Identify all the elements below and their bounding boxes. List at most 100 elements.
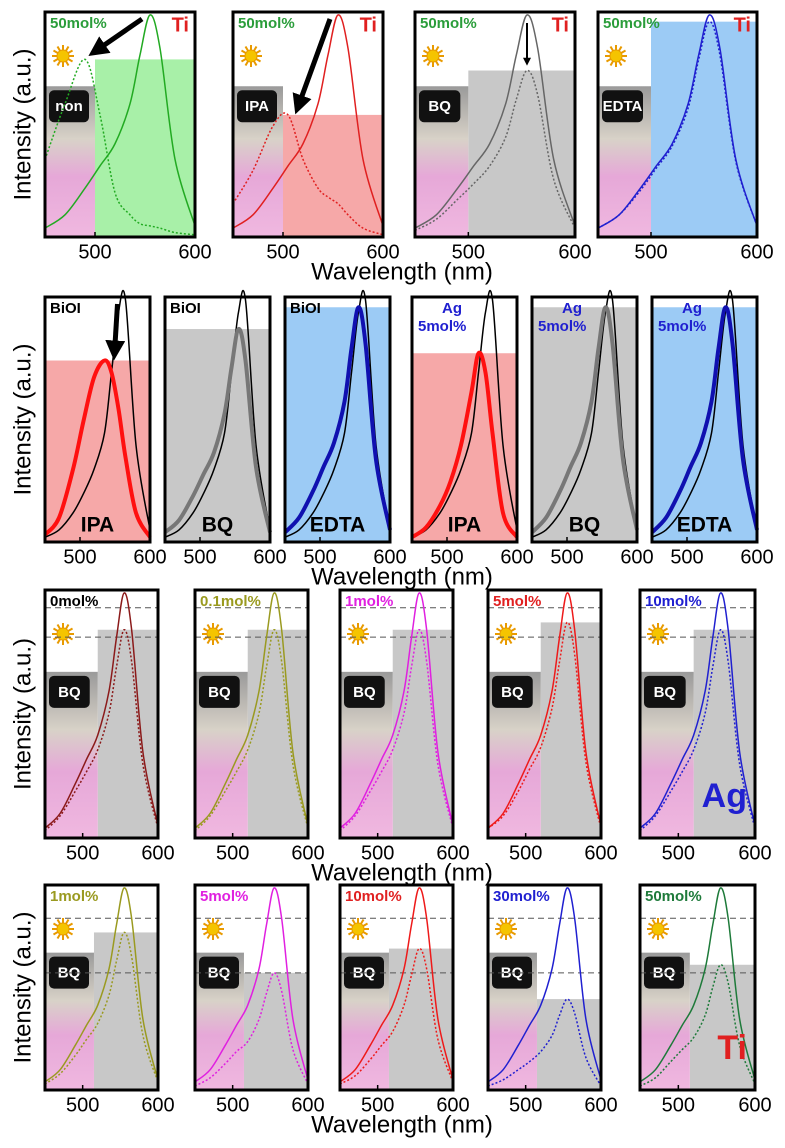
sun-ray bbox=[663, 924, 667, 927]
panel: BQ5006000mol% bbox=[45, 590, 175, 864]
sun-ray bbox=[423, 59, 427, 62]
x-tick-label: 600 bbox=[373, 546, 406, 568]
panel-label: 30mol% bbox=[493, 888, 550, 905]
panel-label: 5mol% bbox=[658, 318, 706, 335]
sun-core bbox=[207, 628, 219, 640]
sun-icon bbox=[202, 623, 224, 645]
sun-ray bbox=[661, 639, 664, 643]
sun-ray bbox=[361, 624, 364, 628]
x-tick-label: 600 bbox=[738, 1094, 771, 1116]
y-axis-label: Intensity (a.u.) bbox=[9, 48, 36, 200]
shade bbox=[248, 630, 308, 838]
x-tick-label: 600 bbox=[738, 842, 771, 864]
cap-label: BQ bbox=[654, 684, 677, 701]
sun-ray bbox=[203, 932, 207, 935]
sun-ray bbox=[58, 919, 61, 923]
x-tick-label: 600 bbox=[740, 241, 773, 263]
sun-ray bbox=[68, 51, 72, 54]
x-tick-label: 500 bbox=[550, 546, 583, 568]
panel-label: 1mol% bbox=[345, 593, 393, 610]
panel-label: 50mol% bbox=[645, 888, 702, 905]
sun-ray bbox=[509, 919, 512, 923]
sun-ray bbox=[53, 924, 57, 927]
x-tick-label: 500 bbox=[66, 1094, 99, 1116]
arrow bbox=[115, 304, 118, 353]
sun-ray bbox=[438, 59, 442, 62]
sun-ray bbox=[53, 59, 57, 62]
sun-ray bbox=[661, 934, 664, 938]
shade bbox=[98, 630, 158, 838]
panel-label: Ti bbox=[360, 14, 377, 36]
panel-label: BiOI bbox=[290, 300, 321, 317]
sun-ray bbox=[53, 932, 57, 935]
x-tick-label: 500 bbox=[361, 1094, 394, 1116]
sun-ray bbox=[361, 919, 364, 923]
panel: BQ5006001mol% bbox=[340, 590, 470, 864]
sun-ray bbox=[353, 934, 356, 938]
sun-ray bbox=[208, 639, 211, 643]
sun-ray bbox=[68, 59, 72, 62]
panel-label: Ti bbox=[734, 14, 751, 36]
y-axis-label: Intensity (a.u.) bbox=[9, 638, 36, 790]
sun-ray bbox=[66, 919, 69, 923]
cap-label: non bbox=[55, 98, 83, 115]
sun-ray bbox=[363, 924, 367, 927]
sun-ray bbox=[621, 59, 625, 62]
shade bbox=[393, 630, 453, 838]
sun-ray bbox=[511, 924, 515, 927]
sun-ray bbox=[619, 61, 622, 65]
sun-ray bbox=[216, 624, 219, 628]
sun-ray bbox=[363, 932, 367, 935]
panel-label: 5mol% bbox=[538, 318, 586, 335]
panel-label: 50mol% bbox=[420, 15, 477, 32]
sun-ray bbox=[254, 46, 257, 50]
sun-ray bbox=[68, 932, 72, 935]
sun-ray bbox=[58, 61, 61, 65]
panel-label: Ag bbox=[562, 300, 582, 317]
sun-ray bbox=[216, 934, 219, 938]
sun-ray bbox=[203, 924, 207, 927]
sun-ray bbox=[648, 932, 652, 935]
panel-label: 0.1mol% bbox=[200, 593, 261, 610]
sun-ray bbox=[648, 629, 652, 632]
panel-label: BQ bbox=[202, 514, 234, 537]
x-tick-label: 500 bbox=[509, 842, 542, 864]
sun-core bbox=[352, 628, 364, 640]
sun-ray bbox=[66, 639, 69, 643]
panel: 500600Ag5mol%BQ bbox=[532, 291, 654, 569]
sun-ray bbox=[428, 46, 431, 50]
sun-ray bbox=[208, 624, 211, 628]
sun-icon bbox=[202, 918, 224, 940]
panel-label: BiOI bbox=[50, 300, 81, 317]
panel-label: 5mol% bbox=[493, 593, 541, 610]
sun-ray bbox=[509, 639, 512, 643]
sun-icon bbox=[52, 45, 74, 67]
sun-ray bbox=[246, 46, 249, 50]
x-tick-label: 600 bbox=[584, 1094, 617, 1116]
figure: Intensity (a.u.)Wavelength (nm)non500600… bbox=[0, 0, 785, 1148]
sun-core bbox=[57, 923, 69, 935]
panel-label: 0mol% bbox=[50, 593, 98, 610]
panel-label: 5mol% bbox=[418, 318, 466, 335]
panel-label: 50mol% bbox=[238, 15, 295, 32]
sun-ray bbox=[241, 51, 245, 54]
x-tick-label: 500 bbox=[452, 241, 485, 263]
sun-ray bbox=[611, 46, 614, 50]
panel: BQ50060030mol% bbox=[488, 885, 618, 1116]
panel-label: Ag bbox=[442, 300, 462, 317]
x-tick-label: 500 bbox=[63, 546, 96, 568]
sun-ray bbox=[68, 924, 72, 927]
sun-ray bbox=[653, 934, 656, 938]
sun-ray bbox=[216, 919, 219, 923]
panel-label: Ti bbox=[717, 1029, 747, 1067]
sun-core bbox=[500, 628, 512, 640]
cap-label: IPA bbox=[245, 98, 269, 115]
sun-ray bbox=[68, 629, 72, 632]
sun-ray bbox=[653, 919, 656, 923]
shade bbox=[651, 22, 757, 237]
sun-ray bbox=[361, 934, 364, 938]
